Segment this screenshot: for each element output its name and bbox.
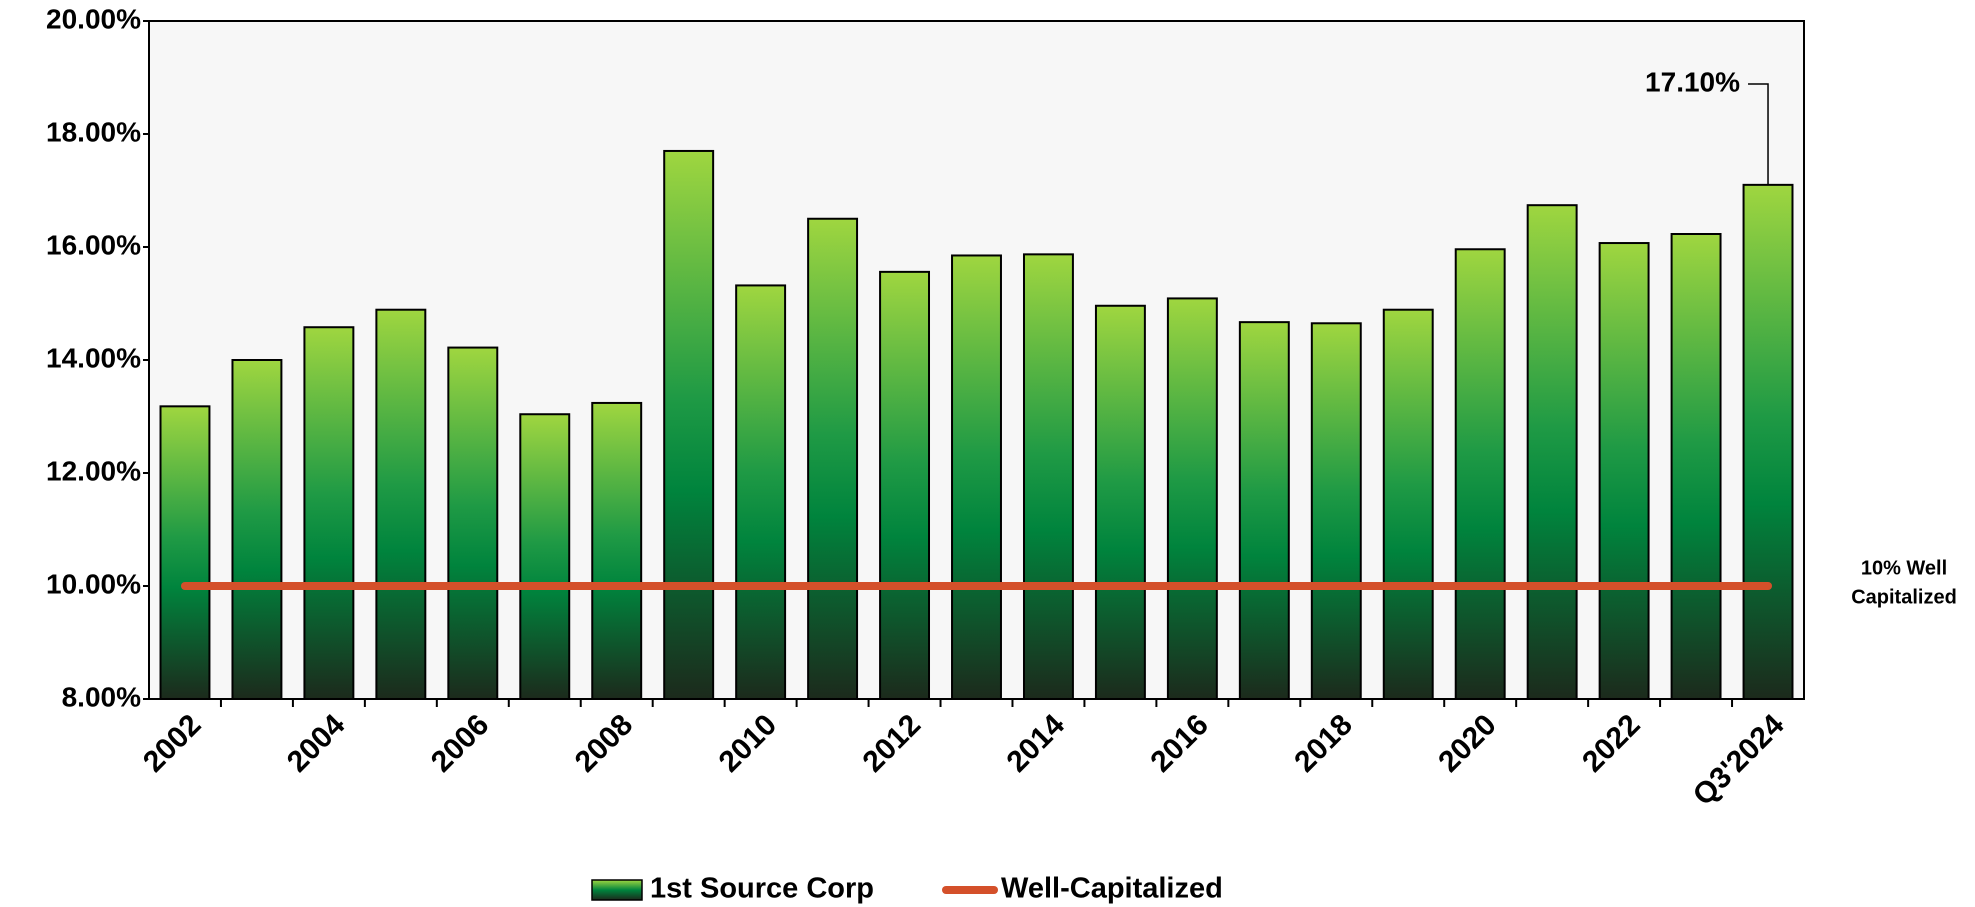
bar (1094, 304, 1146, 700)
x-tick-label: 2016 (1144, 708, 1215, 779)
bar (879, 270, 931, 700)
bar (1526, 204, 1578, 700)
x-tick-label: Q3'2024 (1687, 708, 1791, 812)
reference-label: 10% Well (1861, 557, 1947, 579)
x-tick-label: 2002 (137, 708, 208, 779)
legend-label: Well-Capitalized (1001, 873, 1223, 905)
leader-line (1748, 83, 1769, 185)
bar (1670, 233, 1722, 700)
legend-label: 1st Source Corp (650, 873, 874, 905)
bar (159, 405, 211, 700)
x-tick-label: 2020 (1432, 708, 1503, 779)
legend-swatch (591, 879, 643, 901)
bar (1166, 297, 1218, 700)
x-tick-label: 2022 (1576, 708, 1647, 779)
bar (1598, 242, 1650, 700)
bar (231, 359, 283, 700)
x-tick-label: 2010 (713, 708, 784, 779)
bar (807, 217, 859, 700)
reference-label: Capitalized (1851, 586, 1957, 608)
bar (1742, 183, 1794, 701)
bar (303, 326, 355, 700)
x-tick-label: 2012 (857, 708, 928, 779)
y-tick-label: 14.00% (46, 342, 141, 373)
x-tick-label: 2014 (1000, 708, 1071, 779)
y-tick-label: 8.00% (62, 681, 141, 712)
y-tick-label: 12.00% (46, 455, 141, 486)
bar (375, 308, 427, 700)
bar (1022, 253, 1074, 700)
bar (1310, 322, 1362, 700)
x-tick-label: 2006 (425, 708, 496, 779)
x-tick-label: 2004 (281, 708, 352, 779)
y-tick-label: 20.00% (46, 3, 141, 34)
data-label: 17.10% (1645, 66, 1740, 97)
x-tick-label: 2018 (1288, 708, 1359, 779)
y-tick-label: 18.00% (46, 116, 141, 147)
bar (519, 413, 571, 700)
bar (1454, 248, 1506, 700)
bar (447, 346, 499, 700)
x-tick-label: 2008 (569, 708, 640, 779)
y-tick-label: 16.00% (46, 229, 141, 260)
bar (591, 401, 643, 700)
bar (1382, 308, 1434, 700)
bar (951, 254, 1002, 700)
y-tick-label: 10.00% (46, 568, 141, 599)
bar (735, 284, 787, 700)
bar (663, 149, 715, 700)
bar (1238, 321, 1290, 700)
